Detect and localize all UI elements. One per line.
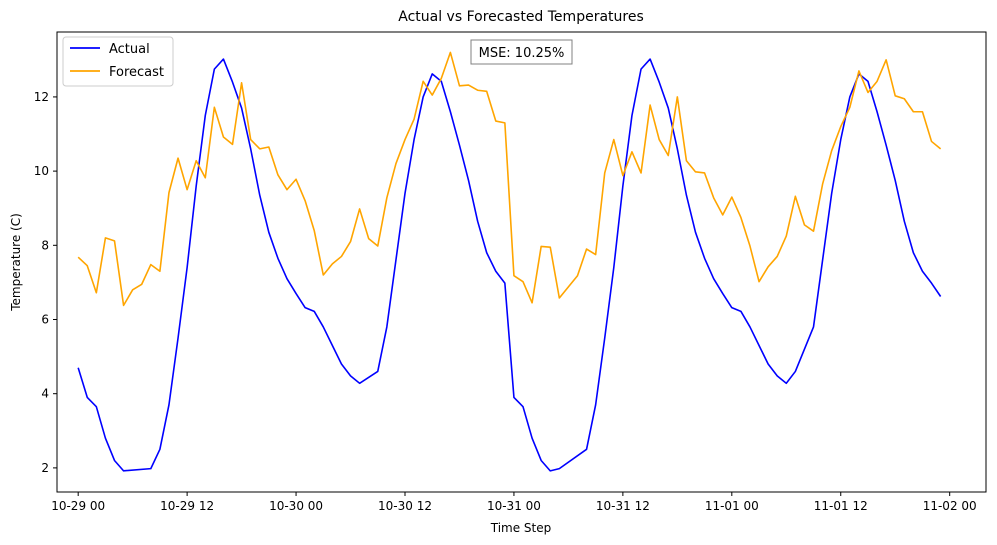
mse-annotation-text: MSE: 10.25% xyxy=(479,46,565,61)
y-tick-label: 4 xyxy=(41,387,49,401)
series-line-actual xyxy=(77,58,942,472)
chart-title: Actual vs Forecasted Temperatures xyxy=(398,9,644,25)
x-tick-label: 10-30 12 xyxy=(378,499,432,513)
y-tick-label: 10 xyxy=(34,164,49,178)
x-tick-label: 10-31 00 xyxy=(487,499,541,513)
legend-label-actual: Actual xyxy=(109,42,150,57)
x-tick-label: 11-01 12 xyxy=(814,499,868,513)
x-axis: 10-29 00 10-29 12 10-30 00 10-30 12 10-31 00… xyxy=(51,492,977,513)
x-tick-label: 11-02 00 xyxy=(923,499,977,513)
y-axis: 2 4 6 8 10 12 xyxy=(34,90,57,475)
x-axis-label: Time Step xyxy=(490,521,552,535)
plot-frame xyxy=(56,31,987,493)
x-tick-label: 10-31 12 xyxy=(596,499,650,513)
y-tick-label: 12 xyxy=(34,90,49,104)
series-layer xyxy=(77,51,942,472)
y-tick-label: 8 xyxy=(41,238,49,252)
legend-label-forecast: Forecast xyxy=(109,65,164,80)
x-tick-label: 10-29 12 xyxy=(160,499,214,513)
mse-annotation-frame xyxy=(470,39,573,65)
x-tick-label: 10-30 00 xyxy=(269,499,323,513)
mse-annotation: MSE: 10.25% xyxy=(470,39,573,65)
series-line-forecast xyxy=(77,51,942,307)
legend-frame xyxy=(62,36,174,87)
y-tick-label: 6 xyxy=(41,313,49,327)
legend: Actual Forecast xyxy=(62,36,174,87)
y-axis-label: Temperature (C) xyxy=(9,213,23,312)
x-tick-label: 10-29 00 xyxy=(51,499,105,513)
x-tick-label: 11-01 00 xyxy=(705,499,759,513)
y-tick-label: 2 xyxy=(41,461,49,475)
